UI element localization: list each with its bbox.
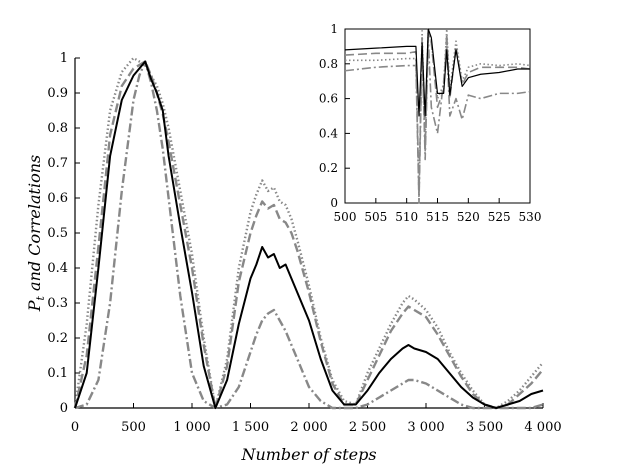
inset-y-tick-label: 1 xyxy=(330,22,338,36)
main-y-tick-label: 0.5 xyxy=(47,226,68,241)
inset-y-tick-label: 0.8 xyxy=(319,57,338,71)
inset-x-tick-label: 530 xyxy=(519,210,542,224)
inset-y-tick-label: 0 xyxy=(330,196,338,210)
main-y-tick-label: 1 xyxy=(60,51,68,66)
y-axis-title-rest: and Correlations xyxy=(25,155,44,296)
inset-x-tick-label: 500 xyxy=(334,210,357,224)
main-series xyxy=(73,56,544,410)
inset-x-tick-label: 525 xyxy=(488,210,511,224)
x-axis-title: Number of steps xyxy=(240,445,376,464)
main-y-tick-label: 0.2 xyxy=(47,331,68,346)
main-y-tick-label: 0.3 xyxy=(47,296,68,311)
inset-y-ticks: 0 0.2 0.4 0.6 0.8 1 xyxy=(319,22,350,210)
inset-y-tick-label: 0.4 xyxy=(319,126,338,140)
main-y-tick-label: 0.9 xyxy=(47,86,68,101)
main-x-tick-label: 3 000 xyxy=(407,420,444,435)
y-axis-title-main: P xyxy=(25,300,44,312)
inset-series-solid-line xyxy=(344,28,530,117)
inset-frame xyxy=(344,28,531,204)
inset-plot: 500 505 510 515 520 525 530 0 0.2 0.4 0.6 0.8 1 xyxy=(319,22,542,224)
inset-y-tick-label: 0.2 xyxy=(319,161,338,175)
main-x-tick-label: 2 000 xyxy=(290,420,327,435)
main-x-tick-label: 0 xyxy=(71,420,79,435)
main-plot: 0 500 1 000 1 500 2 000 2 500 3 000 3 500 4 000 … xyxy=(25,51,562,464)
main-x-tick-label: 2 500 xyxy=(349,420,386,435)
inset-x-tick-label: 505 xyxy=(364,210,387,224)
main-series-solid-line xyxy=(74,60,544,409)
inset-x-ticks: 500 505 510 515 520 525 530 xyxy=(334,198,542,224)
main-y-tick-label: 0.7 xyxy=(47,156,68,171)
main-series-dashed-line xyxy=(73,60,544,410)
main-y-tick-label: 0 xyxy=(60,401,68,416)
inset-x-tick-label: 520 xyxy=(457,210,480,224)
main-y-tick-label: 0.4 xyxy=(47,261,68,276)
main-x-tick-label: 1 500 xyxy=(232,420,269,435)
main-y-tick-label: 0.6 xyxy=(47,191,68,206)
main-x-ticks: 0 500 1 000 1 500 2 000 2 500 3 000 3 500 4 000 xyxy=(71,403,562,435)
main-x-tick-label: 4 000 xyxy=(524,420,561,435)
y-axis-title: Pt and Correlations xyxy=(25,155,47,312)
inset-y-tick-label: 0.6 xyxy=(319,92,338,106)
main-x-tick-label: 1 000 xyxy=(173,420,210,435)
main-y-ticks: 0 0.1 0.2 0.3 0.4 0.5 0.6 0.7 0.8 0.9 1 xyxy=(47,51,80,416)
inset-x-tick-label: 510 xyxy=(395,210,418,224)
y-axis-title-subscript: t xyxy=(34,295,47,300)
main-y-tick-label: 0.8 xyxy=(47,121,68,136)
main-series-dotted-line xyxy=(73,56,544,410)
inset-x-tick-label: 515 xyxy=(426,210,449,224)
main-y-tick-label: 0.1 xyxy=(47,366,68,381)
main-x-tick-label: 500 xyxy=(121,420,146,435)
main-x-tick-label: 3 500 xyxy=(466,420,503,435)
inset-series xyxy=(344,28,531,204)
